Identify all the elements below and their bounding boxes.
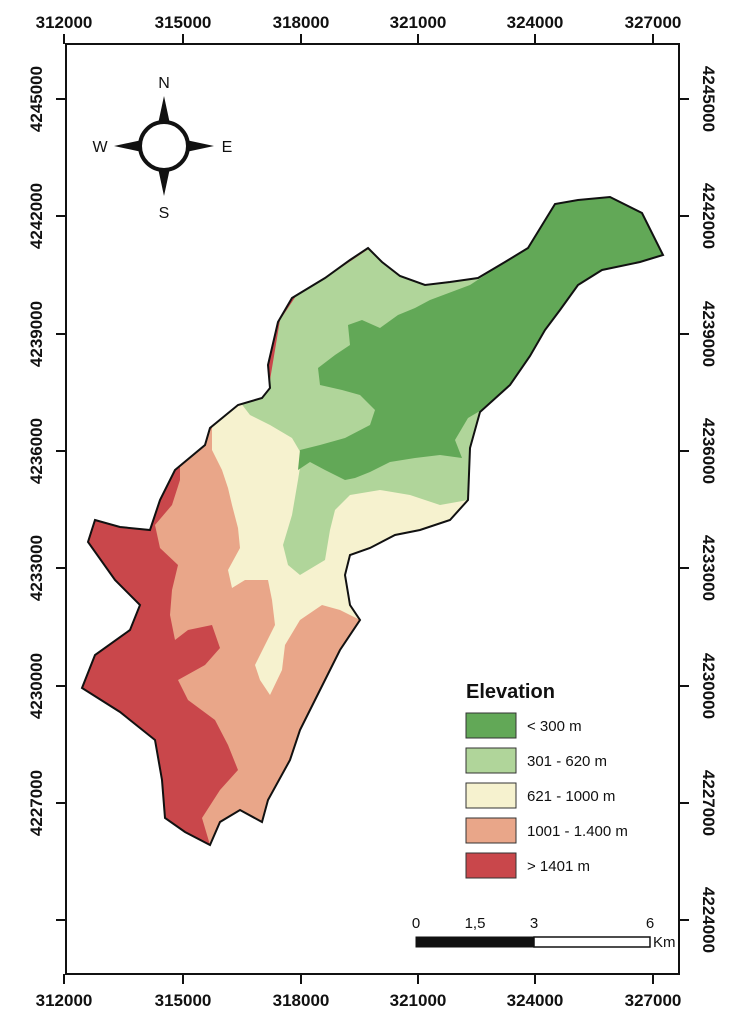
- x-label-bottom: 312000: [36, 991, 93, 1010]
- legend-label: > 1401 m: [527, 858, 590, 875]
- x-axis: [63, 34, 654, 984]
- basin-outline: [80, 195, 665, 847]
- compass-rose: N S E W: [92, 75, 232, 222]
- scale-label: 0: [412, 915, 420, 932]
- x-labels-top: 312000 315000 318000 321000 324000 32700…: [36, 13, 682, 32]
- y-label-left: 4227000: [27, 770, 46, 836]
- x-label-bottom: 327000: [625, 991, 682, 1010]
- south-arrow-icon: [158, 168, 170, 196]
- scale-label: 1,5: [465, 915, 486, 932]
- x-label-top: 321000: [390, 13, 447, 32]
- x-label-top: 324000: [507, 13, 564, 32]
- y-label-left: 4242000: [27, 183, 46, 249]
- legend-swatch: [465, 747, 517, 774]
- compass-south-label: S: [159, 205, 170, 222]
- east-arrow-icon: [186, 140, 214, 152]
- legend: Elevation < 300 m 301 - 620 m 621 - 1000…: [465, 681, 628, 879]
- compass-west-label: W: [92, 139, 108, 156]
- y-labels-left: 4245000 4242000 4239000 4236000 4233000 …: [27, 66, 46, 836]
- legend-swatch: [465, 852, 517, 879]
- y-label-right: 4224000: [699, 887, 718, 953]
- zone-below-300: [298, 197, 663, 480]
- scale-unit: Km: [653, 934, 676, 951]
- compass-east-label: E: [222, 139, 233, 156]
- x-label-bottom: 318000: [273, 991, 330, 1010]
- y-label-left: 4245000: [27, 66, 46, 132]
- y-label-right: 4227000: [699, 770, 718, 836]
- scale-bar: 0 1,5 3 6 Km: [412, 915, 676, 951]
- legend-title: Elevation: [466, 681, 555, 703]
- y-label-left: 4239000: [27, 301, 46, 367]
- legend-label: 301 - 620 m: [527, 753, 607, 770]
- y-label-right: 4242000: [699, 183, 718, 249]
- legend-label: 621 - 1000 m: [527, 788, 615, 805]
- y-label-right: 4239000: [699, 301, 718, 367]
- y-labels-right: 4245000 4242000 4239000 4236000 4233000 …: [699, 66, 718, 953]
- legend-swatch: [465, 782, 517, 809]
- x-label-bottom: 321000: [390, 991, 447, 1010]
- legend-swatch: [465, 712, 517, 739]
- north-arrow-icon: [158, 96, 170, 124]
- y-label-left: 4230000: [27, 653, 46, 719]
- y-axis: [56, 98, 689, 921]
- y-label-left: 4233000: [27, 535, 46, 601]
- x-label-top: 318000: [273, 13, 330, 32]
- y-label-right: 4233000: [699, 535, 718, 601]
- y-label-left: 4236000: [27, 418, 46, 484]
- legend-label: 1001 - 1.400 m: [527, 823, 628, 840]
- x-label-top: 327000: [625, 13, 682, 32]
- legend-swatch: [465, 817, 517, 844]
- x-label-top: 312000: [36, 13, 93, 32]
- west-arrow-icon: [114, 140, 142, 152]
- y-label-right: 4245000: [699, 66, 718, 132]
- x-label-bottom: 315000: [155, 991, 212, 1010]
- scale-bar-white: [533, 936, 651, 948]
- x-labels-bottom: 312000 315000 318000 321000 324000 32700…: [36, 991, 682, 1010]
- x-label-top: 315000: [155, 13, 212, 32]
- y-label-right: 4230000: [699, 653, 718, 719]
- compass-north-label: N: [158, 75, 170, 92]
- x-label-bottom: 324000: [507, 991, 564, 1010]
- scale-label: 6: [646, 915, 654, 932]
- scale-label: 3: [530, 915, 538, 932]
- y-label-right: 4236000: [699, 418, 718, 484]
- compass-ring-icon: [138, 120, 190, 172]
- scale-bar-black: [415, 936, 535, 948]
- legend-label: < 300 m: [527, 718, 582, 735]
